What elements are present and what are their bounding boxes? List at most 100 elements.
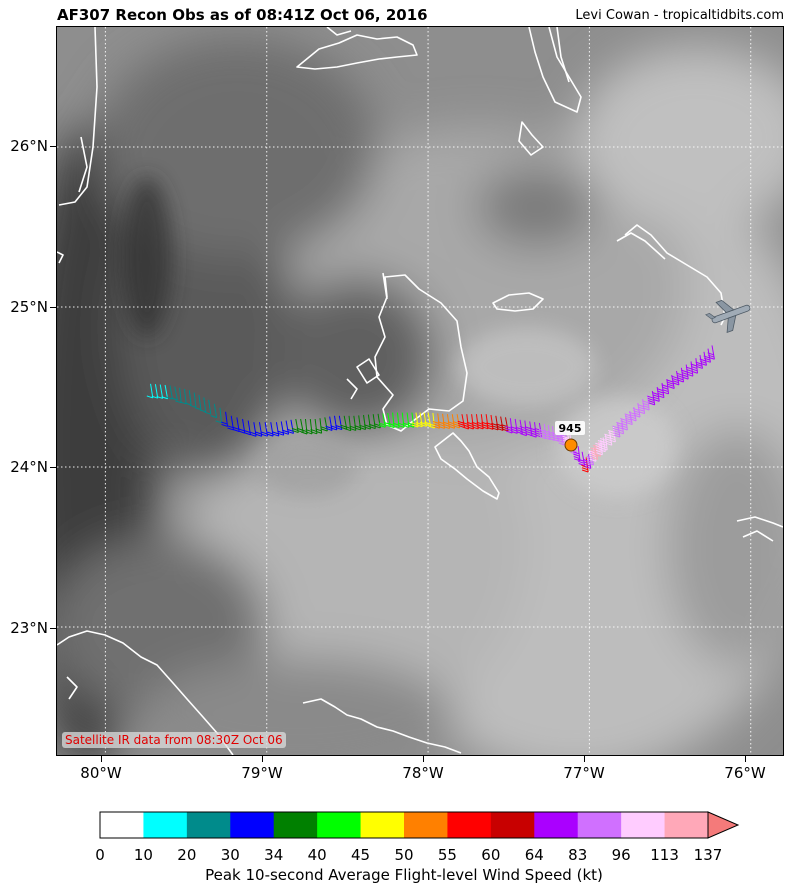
wind-barb: [577, 451, 586, 466]
wind-barb: [590, 444, 599, 460]
colorbar-outline: [99, 811, 709, 839]
wind-barb: [146, 383, 154, 399]
wind-barb: [171, 386, 178, 401]
wind-barb: [215, 407, 223, 424]
wind-barb: [690, 358, 699, 374]
wind-barb: [151, 384, 159, 399]
wind-barb: [199, 397, 207, 413]
lat-tick: [50, 628, 56, 629]
satellite-label: Satellite IR data from 08:30Z Oct 06: [62, 732, 286, 748]
wind-barb: [481, 414, 489, 430]
wind-barb: [476, 414, 484, 430]
wind-barb: [642, 394, 650, 411]
colorbar-segment: [404, 812, 448, 838]
map-svg[interactable]: 945: [57, 27, 783, 755]
wind-barb: [180, 388, 187, 405]
colorbar-tick-label: 30: [220, 846, 240, 864]
wind-barb: [647, 390, 656, 406]
aircraft-icon: [705, 299, 751, 334]
wind-barb: [437, 413, 446, 429]
colorbar-tick-label: 137: [693, 846, 723, 864]
wind-barb: [496, 416, 504, 431]
colorbar-tick-label: 50: [394, 846, 414, 864]
colorbar-segment: [143, 812, 188, 838]
lon-tick: [584, 756, 585, 762]
wind-barb: [652, 386, 660, 402]
wind-barb: [519, 420, 528, 437]
wind-barb: [175, 387, 182, 404]
wind-barb: [260, 422, 268, 437]
wind-barb: [156, 384, 164, 399]
wind-barb: [666, 374, 675, 389]
colorbar-tick-label: 113: [650, 846, 679, 864]
lat-tick: [50, 307, 56, 308]
colorbar-tick-label: 0: [95, 846, 105, 864]
colorbar-segment: [490, 812, 535, 838]
colorbar-segment: [186, 812, 231, 838]
colorbar-segment: [534, 812, 579, 838]
wind-barb: [620, 414, 628, 431]
colorbar-tick-label: 34: [264, 846, 284, 864]
map-panel[interactable]: 945: [56, 26, 784, 756]
wind-barb: [221, 411, 229, 427]
wind-barb: [166, 385, 173, 400]
wind-barb: [392, 412, 400, 429]
lon-label-76: 76°W: [724, 764, 766, 782]
colorbar-segment: [273, 812, 318, 838]
colorbar-extend-arrow: [707, 811, 740, 839]
colorbar-segment: [100, 812, 144, 838]
colorbar-tick-label: 20: [177, 846, 197, 864]
lat-label-25: 25°N: [10, 298, 48, 316]
colorbar-tick-label: 64: [524, 846, 544, 864]
wind-barb: [432, 413, 441, 429]
lon-label-78: 78°W: [402, 764, 444, 782]
wind-barb: [255, 422, 263, 437]
lat-label-24: 24°N: [10, 458, 48, 476]
wind-barb: [184, 390, 192, 406]
pressure-label-box: [555, 421, 585, 435]
colorbar-segment: [360, 812, 405, 838]
colorbar-tick-label: 55: [437, 846, 457, 864]
wind-barb: [707, 345, 715, 360]
credit-text: Levi Cowan - tropicaltidbits.com: [575, 8, 784, 23]
center-marker-icon: [564, 438, 578, 452]
lon-tick: [262, 756, 263, 762]
wind-barb: [572, 446, 581, 462]
pressure-label: 945: [559, 422, 582, 435]
wind-barb: [510, 418, 518, 434]
wind-barb: [402, 412, 410, 428]
wind-barb: [628, 406, 637, 422]
colorbar-title: Peak 10-second Average Flight-level Wind…: [205, 866, 603, 884]
wind-barb: [595, 439, 603, 456]
wind-barb: [194, 394, 202, 411]
wind-barbs: [146, 345, 715, 473]
wind-barb: [300, 418, 308, 435]
wind-barb: [599, 434, 608, 451]
wind-barb: [204, 399, 212, 415]
wind-barb: [624, 410, 633, 426]
lon-tick: [745, 756, 746, 762]
colorbar-tick-label: 83: [568, 846, 588, 864]
lon-tick: [101, 756, 102, 762]
wind-barb: [608, 426, 616, 443]
wind-barb: [161, 384, 169, 400]
wind-barb: [411, 412, 419, 428]
wind-barb: [695, 354, 704, 369]
lat-label-23: 23°N: [10, 619, 48, 637]
lon-label-77: 77°W: [563, 764, 605, 782]
wind-barb: [387, 412, 395, 429]
wind-barb: [491, 415, 499, 431]
lat-tick: [50, 467, 56, 468]
wind-barb: [397, 412, 405, 428]
center-fix: 945: [555, 421, 585, 452]
colorbar-segment: [317, 812, 362, 838]
colorbar-tick-label: 10: [133, 846, 153, 864]
colorbar-tick-label: 60: [481, 846, 501, 864]
map-title: AF307 Recon Obs as of 08:41Z Oct 06, 201…: [57, 6, 428, 24]
colorbar-segment: [577, 812, 622, 838]
wind-barb: [407, 412, 415, 428]
satellite-ir-image: [57, 27, 783, 755]
colorbar-segment: [664, 812, 709, 838]
colorbar-tick-label: 40: [307, 846, 327, 864]
wind-barb: [471, 414, 479, 430]
